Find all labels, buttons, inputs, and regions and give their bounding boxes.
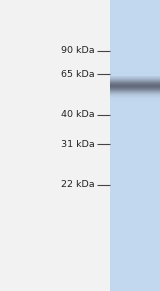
Text: 22 kDa: 22 kDa xyxy=(61,180,95,189)
Bar xyxy=(110,97,160,98)
Bar xyxy=(110,86,160,87)
Bar xyxy=(110,67,160,68)
Bar xyxy=(110,82,160,83)
Bar xyxy=(110,88,160,89)
Bar xyxy=(110,89,160,90)
Bar xyxy=(110,103,160,104)
Bar xyxy=(110,93,160,94)
Bar xyxy=(110,74,160,75)
Bar xyxy=(110,85,160,86)
Text: 40 kDa: 40 kDa xyxy=(61,111,95,119)
Bar xyxy=(110,84,160,85)
Bar xyxy=(110,95,160,96)
Bar xyxy=(110,69,160,70)
Bar xyxy=(110,68,160,69)
Bar xyxy=(110,71,160,72)
Bar xyxy=(110,104,160,105)
Bar xyxy=(110,80,160,81)
Text: 31 kDa: 31 kDa xyxy=(61,140,95,148)
Bar xyxy=(110,91,160,92)
Bar xyxy=(110,94,160,95)
Text: 90 kDa: 90 kDa xyxy=(61,47,95,55)
Bar xyxy=(110,101,160,102)
Bar xyxy=(110,75,160,77)
Bar xyxy=(110,92,160,93)
Text: 65 kDa: 65 kDa xyxy=(61,70,95,79)
Bar xyxy=(110,98,160,99)
Bar xyxy=(110,100,160,101)
Bar xyxy=(110,99,160,100)
Bar xyxy=(110,72,160,74)
Bar xyxy=(110,81,160,82)
Bar xyxy=(110,77,160,79)
Bar xyxy=(110,96,160,97)
Bar xyxy=(110,79,160,80)
Bar xyxy=(110,105,160,106)
Bar xyxy=(110,0,160,291)
Bar xyxy=(110,102,160,103)
Bar xyxy=(110,90,160,91)
Bar xyxy=(110,87,160,88)
